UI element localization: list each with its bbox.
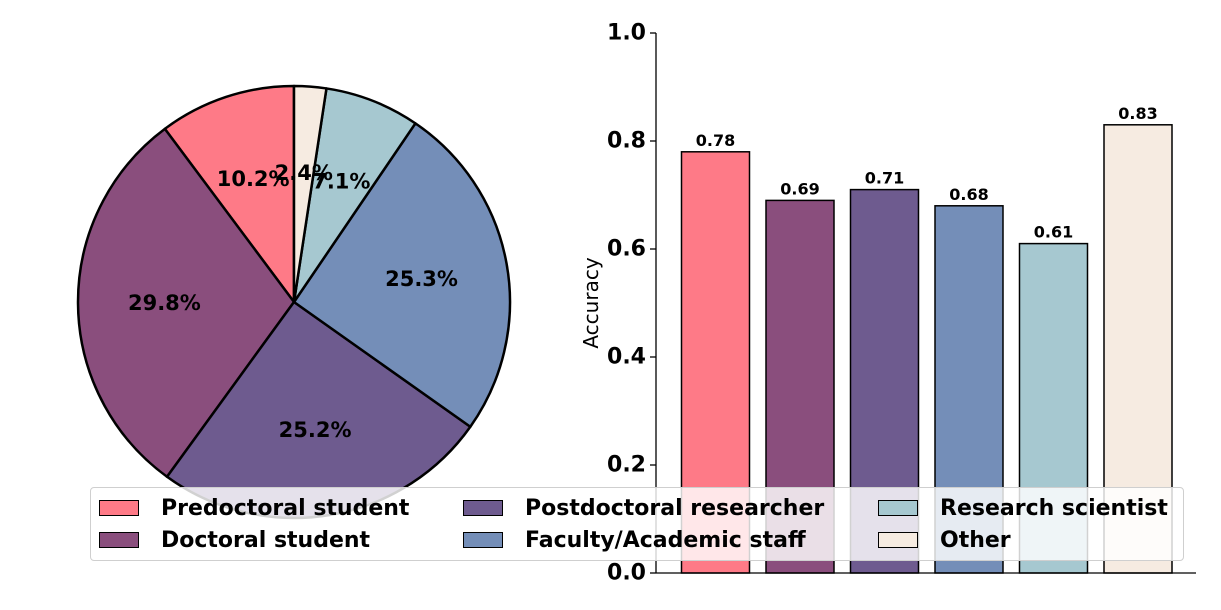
legend-swatch — [878, 500, 918, 516]
pie-chart: 10.2% 29.8% 25.2% 25.3% 7.1%2.4% — [76, 84, 512, 520]
legend-item-faculty: Faculty/Academic staff — [463, 525, 806, 555]
pie-slice-other — [292, 84, 328, 304]
legend-item-postdoctoral: Postdoctoral researcher — [463, 493, 824, 523]
legend-swatch — [99, 500, 139, 516]
y-tick-label: 1.0 — [607, 21, 646, 46]
legend-swatch — [463, 500, 503, 516]
legend-label: Postdoctoral researcher — [525, 495, 825, 521]
pie-label-postdoctoral-researcher: 25.2% — [279, 418, 352, 442]
legend-label: Doctoral student — [161, 527, 371, 553]
bar-value-label: 0.83 — [1118, 104, 1157, 123]
legend-label: Research scientist — [940, 495, 1168, 521]
bar-value-label: 0.68 — [949, 185, 988, 204]
bar-value-label: 0.78 — [696, 131, 735, 150]
pie-label-other: 2.4% — [275, 161, 333, 185]
legend-swatch — [463, 532, 503, 548]
y-tick-label: 0.8 — [607, 129, 646, 154]
pie-label-doctoral-student: 29.8% — [128, 291, 201, 315]
y-axis-label: Accuracy — [579, 257, 603, 348]
legend-item-doctoral: Doctoral student — [99, 525, 370, 555]
pie-slice-predoctoral-student — [163, 84, 296, 304]
pie-label-research-scientist: 7.1% — [312, 169, 370, 193]
pie-slice-doctoral-student — [76, 127, 296, 478]
pie-label-faculty-academic-staff: 25.3% — [385, 267, 458, 291]
legend-label: Other — [940, 527, 1011, 553]
pie-label-predoctoral-student: 10.2% — [217, 167, 290, 191]
legend-item-research-scientist: Research scientist — [878, 493, 1168, 523]
bar-value-label: 0.61 — [1034, 223, 1073, 242]
bar-value-label: 0.69 — [780, 179, 819, 198]
legend-item-other: Other — [878, 525, 1011, 555]
legend-swatch — [878, 532, 918, 548]
legend-swatch — [99, 532, 139, 548]
y-tick-label: 0.2 — [607, 453, 646, 478]
legend: Predoctoral student Doctoral student Pos… — [90, 487, 1184, 561]
bar-value-label: 0.71 — [865, 169, 904, 188]
legend-item-predoctoral: Predoctoral student — [99, 493, 409, 523]
pie-slice-faculty-academic-staff — [292, 122, 512, 429]
legend-label: Faculty/Academic staff — [525, 527, 806, 553]
y-tick-label: 0.6 — [607, 237, 646, 262]
y-tick-label: 0.0 — [607, 561, 646, 586]
legend-label: Predoctoral student — [161, 495, 410, 521]
y-tick-label: 0.4 — [607, 345, 646, 370]
